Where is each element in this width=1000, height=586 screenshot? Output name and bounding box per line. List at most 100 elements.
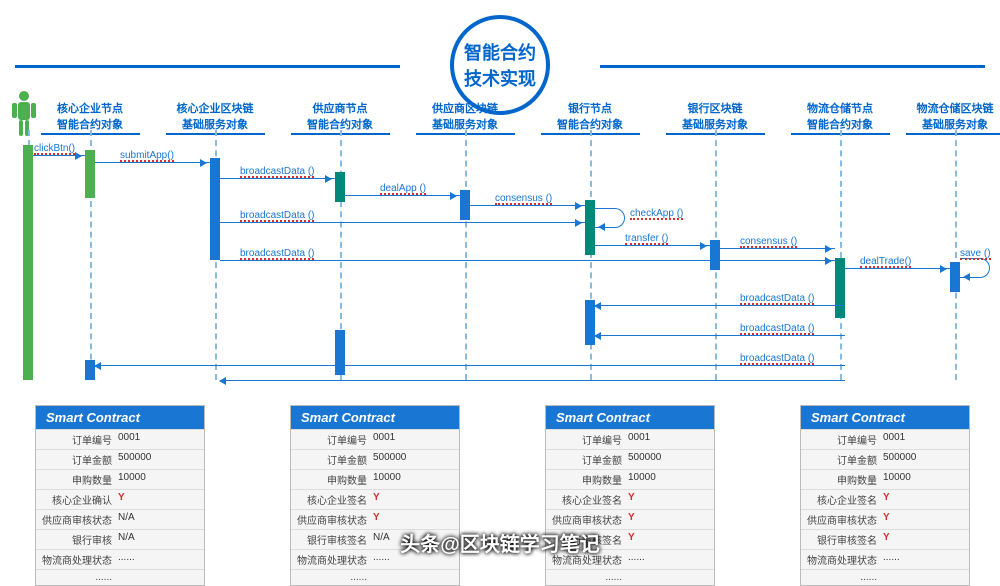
contract-key: 核心企业确认 <box>42 492 112 507</box>
contract-key: ...... <box>297 572 367 583</box>
contract-row: 供应商审核状态 Y <box>546 509 714 529</box>
message-label-6: transfer () <box>625 233 668 244</box>
contract-row: 核心企业签名Y <box>546 489 714 509</box>
lifeline-7 <box>840 130 842 380</box>
contract-key: 银行审核签名 <box>807 532 877 547</box>
message-label-0: clickBtn() <box>34 143 75 154</box>
contract-value: Y <box>883 512 963 527</box>
contract-row: 供应商审核状态 Y <box>291 509 459 529</box>
contract-row: 订单编号0001 <box>36 429 204 449</box>
contract-key: 申购数量 <box>297 472 367 487</box>
message-label-12: broadcastData () <box>740 353 814 364</box>
contract-key: 订单编号 <box>42 432 112 447</box>
contract-value: N/A <box>118 532 198 547</box>
contract-value: Y <box>118 492 198 507</box>
contract-value: 500000 <box>883 452 963 467</box>
contract-value: N/A <box>118 512 198 527</box>
contract-row: 申购数量10000 <box>291 469 459 489</box>
contract-row: ...... <box>36 569 204 585</box>
message-label-4: consensus () <box>495 193 552 204</box>
message-arrow-5 <box>220 222 585 223</box>
message-arrow-0 <box>33 155 85 156</box>
message-arrow-2 <box>220 178 335 179</box>
contract-key: 核心企业签名 <box>552 492 622 507</box>
message-label-8: broadcastData () <box>240 248 314 259</box>
watermark-text: 头条@区块链学习笔记 <box>400 528 600 557</box>
contract-value: Y <box>883 492 963 507</box>
contract-value: Y <box>373 512 453 527</box>
self-message-0 <box>595 208 625 228</box>
message-label-2: broadcastData () <box>240 166 314 177</box>
contract-row: 物流商处理状态...... <box>36 549 204 569</box>
contract-key: 供应商审核状态 <box>552 512 622 527</box>
message-arrow-11 <box>595 335 845 336</box>
lifeline-8 <box>955 130 957 380</box>
activation-bar-10 <box>335 330 345 375</box>
message-arrow-10 <box>595 305 845 306</box>
contract-value: 10000 <box>118 472 198 487</box>
self-message-label-1: save () <box>960 248 991 259</box>
activation-bar-6 <box>710 240 720 270</box>
contract-value: Y <box>628 512 708 527</box>
contract-row: 订单编号0001 <box>291 429 459 449</box>
message-label-11: broadcastData () <box>740 323 814 334</box>
message-arrow-7 <box>720 248 835 249</box>
contract-key: 供应商审核状态 <box>297 512 367 527</box>
contract-row: 订单金额 500000 <box>546 449 714 469</box>
title-rule-left <box>15 65 400 68</box>
lifeline-4 <box>465 130 467 380</box>
contract-row: 订单金额500000 <box>36 449 204 469</box>
contract-value: 500000 <box>118 452 198 467</box>
message-arrow-6 <box>595 245 710 246</box>
contract-key: 申购数量 <box>807 472 877 487</box>
contract-key: 银行审核签名 <box>297 532 367 547</box>
self-message-label-0: checkApp () <box>630 208 683 219</box>
actor-icon <box>10 90 38 148</box>
contract-row: 申购数量 10000 <box>36 469 204 489</box>
contract-row: 核心企业确认 Y <box>36 489 204 509</box>
title-line2: 技术实现 <box>464 65 536 91</box>
contract-row: ...... <box>291 569 459 585</box>
contract-value <box>883 572 963 583</box>
contract-row: 订单金额500000 <box>291 449 459 469</box>
message-label-1: submitApp() <box>120 150 174 161</box>
message-arrow-12 <box>95 365 845 366</box>
activation-bar-3 <box>335 172 345 202</box>
self-message-1 <box>960 258 990 278</box>
message-label-9: dealTrade() <box>860 256 911 267</box>
contract-row: 供应商审核状态 Y <box>801 509 969 529</box>
diagram-title: 智能合约 技术实现 <box>450 15 550 115</box>
activation-bar-0 <box>23 145 33 380</box>
message-arrow-13 <box>220 380 845 381</box>
contract-key: 订单编号 <box>807 432 877 447</box>
contract-key: 申购数量 <box>552 472 622 487</box>
message-label-7: consensus () <box>740 236 797 247</box>
contract-value: Y <box>373 492 453 507</box>
contract-row: 申购数量10000 <box>546 469 714 489</box>
contract-value: 0001 <box>628 432 708 447</box>
contract-key: 供应商审核状态 <box>42 512 112 527</box>
lane-header-8: 物流仓储区块链基础服务对象 <box>900 100 1000 135</box>
contract-key: 核心企业签名 <box>297 492 367 507</box>
message-arrow-3 <box>345 195 460 196</box>
activation-bar-2 <box>210 158 220 260</box>
contract-row: 核心企业签名 Y <box>801 489 969 509</box>
contract-value: Y <box>883 532 963 547</box>
message-arrow-8 <box>220 260 835 261</box>
contract-key: 申购数量 <box>42 472 112 487</box>
title-rule-right <box>600 65 985 68</box>
contract-value: 0001 <box>373 432 453 447</box>
contract-value: 0001 <box>883 432 963 447</box>
contract-key: 核心企业签名 <box>807 492 877 507</box>
smart-contract-box-1: Smart Contract订单编号0001订单金额500000申购数量1000… <box>290 405 460 586</box>
message-label-10: broadcastData () <box>740 293 814 304</box>
contract-key: 供应商审核状态 <box>807 512 877 527</box>
contract-value <box>628 572 708 583</box>
activation-bar-4 <box>460 190 470 220</box>
contract-value: 500000 <box>628 452 708 467</box>
contract-header: Smart Contract <box>801 406 969 429</box>
contract-value <box>373 572 453 583</box>
contract-header: Smart Contract <box>36 406 204 429</box>
contract-key: 订单金额 <box>552 452 622 467</box>
title-line1: 智能合约 <box>464 39 536 65</box>
